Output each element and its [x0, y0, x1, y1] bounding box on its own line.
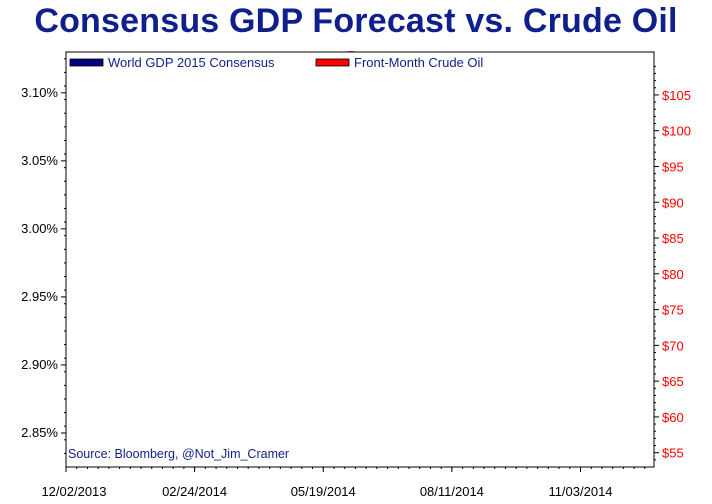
- legend: World GDP 2015 Consensus Front-Month Crud…: [69, 55, 483, 70]
- right-axis-tick-label: $105: [662, 88, 691, 103]
- left-axis-tick-label: 2.95%: [21, 289, 58, 304]
- x-axis-tick-label: 02/24/2014: [162, 484, 227, 499]
- left-axis-tick-label: 3.05%: [21, 153, 58, 168]
- right-axis-tick-label: $85: [662, 231, 684, 246]
- right-axis-tick-label: $75: [662, 303, 684, 318]
- legend-label: World GDP 2015 Consensus: [108, 55, 275, 70]
- right-axis-tick-label: $65: [662, 374, 684, 389]
- source-note: Source: Bloomberg, @Not_Jim_Cramer: [68, 447, 289, 461]
- plot-frame: [65, 51, 655, 468]
- left-axis-tick-label: 3.00%: [21, 221, 58, 236]
- right-axis-tick-label: $70: [662, 338, 684, 353]
- x-axis-tick-label: 11/03/2014: [548, 484, 612, 499]
- left-axis-tick-label: 3.10%: [21, 85, 58, 100]
- x-axis-tick-label: 05/19/2014: [291, 484, 356, 499]
- axes-layer: 2.85% 2.90% 2.95% 3.00% 3.05% 3.10% $55 $60 $65 $…: [21, 51, 691, 499]
- left-axis-tick-label: 2.85%: [21, 425, 58, 440]
- left-axis-tick-label: 2.90%: [21, 357, 58, 372]
- x-axis-tick-label: 12/02/2013: [41, 484, 106, 499]
- legend-label: Front-Month Crude Oil: [354, 55, 483, 70]
- right-axis-tick-label: $80: [662, 267, 684, 282]
- right-axis-tick-label: $100: [662, 124, 691, 139]
- right-axis-tick-label: $95: [662, 159, 684, 174]
- legend-swatch: [315, 58, 350, 67]
- right-axis-tick-label: $60: [662, 410, 684, 425]
- right-axis-tick-label: $55: [662, 446, 684, 461]
- chart-title: Consensus GDP Forecast vs. Crude Oil: [34, 2, 678, 40]
- right-axis-tick-label: $90: [662, 195, 684, 210]
- legend-swatch: [69, 58, 104, 67]
- x-axis-tick-label: 08/11/2014: [420, 484, 484, 499]
